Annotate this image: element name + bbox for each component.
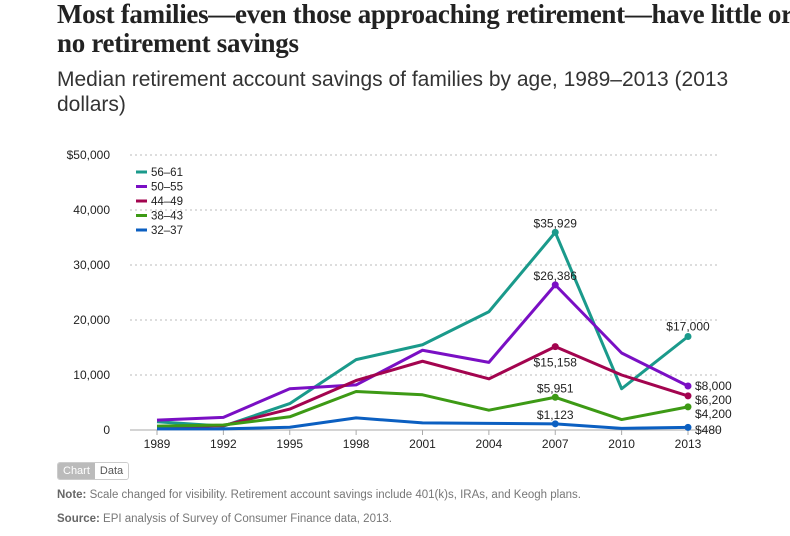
series-line-50–55 (156, 283, 689, 422)
chart-title: Most families—even those approaching ret… (57, 0, 790, 58)
x-tick-label: 2007 (542, 437, 569, 451)
data-label: $26,386 (534, 269, 578, 283)
data-point (684, 423, 692, 431)
data-point (684, 392, 692, 400)
source-label: Source: (57, 513, 100, 525)
legend-label: 32–37 (151, 225, 183, 237)
data-tab[interactable]: Data (94, 463, 129, 479)
data-label: $35,929 (534, 216, 578, 230)
x-tick-label: 1992 (210, 437, 237, 451)
data-point (684, 403, 692, 411)
y-tick-label: $50,000 (67, 148, 111, 162)
note-text: Scale changed for visibility. Retirement… (86, 489, 581, 501)
note-label: Note: (57, 489, 87, 501)
legend-label: 38–43 (151, 211, 183, 223)
x-tick-label: 2010 (608, 437, 635, 451)
series-line-32–37 (157, 416, 689, 431)
legend-label: 50–55 (151, 182, 183, 194)
y-tick-label: 40,000 (73, 203, 110, 217)
x-tick-label: 1995 (276, 437, 303, 451)
view-toggle: Chart Data (57, 462, 130, 480)
data-label: $6,200 (695, 393, 732, 407)
x-tick-label: 1998 (343, 437, 370, 451)
data-point (551, 393, 559, 401)
series-line-38–43 (156, 390, 689, 428)
x-tick-label: 2013 (675, 437, 702, 451)
source-text: EPI analysis of Survey of Consumer Finan… (99, 513, 392, 525)
x-tick-label: 2004 (476, 437, 503, 451)
series-line-56–61 (156, 230, 689, 428)
x-tick-label: 1989 (144, 437, 171, 451)
legend-label: 56–61 (151, 167, 183, 179)
legend-label: 44–49 (151, 196, 183, 208)
data-point (551, 228, 559, 236)
data-point (684, 333, 692, 340)
y-tick-label: 10,000 (73, 368, 110, 382)
data-label: $1,123 (537, 408, 574, 422)
data-point (551, 281, 559, 289)
line-chart: 0 10,000 20,000 30,000 40,000 $50,000 1989 1992… (67, 148, 732, 451)
data-label: $17,000 (666, 320, 710, 334)
data-label: $15,158 (534, 356, 578, 370)
chart-subtitle: Median retirement account savings of fam… (57, 68, 729, 116)
data-point (551, 343, 559, 351)
y-tick-label: 20,000 (73, 313, 110, 327)
data-label: $5,951 (537, 381, 574, 395)
x-tick-label: 2001 (409, 437, 436, 451)
data-point (551, 420, 559, 428)
data-label: $480 (695, 423, 722, 437)
y-tick-label: 0 (103, 423, 110, 437)
source: Source: EPI analysis of Survey of Consum… (57, 513, 392, 525)
chart-tab[interactable]: Chart (58, 463, 95, 479)
data-label: $4,200 (695, 407, 732, 421)
y-tick-label: 30,000 (73, 258, 110, 272)
data-label: $8,000 (695, 379, 732, 393)
series-line-44–49 (156, 345, 689, 429)
data-point (684, 382, 692, 390)
note: Note: Scale changed for visibility. Reti… (57, 489, 581, 501)
